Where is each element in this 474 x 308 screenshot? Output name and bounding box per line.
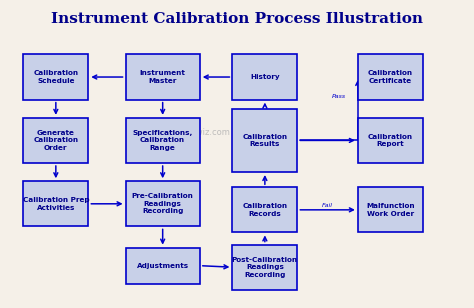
Text: Calibration
Results: Calibration Results <box>242 134 287 147</box>
Text: Specifications,
Calibration
Range: Specifications, Calibration Range <box>133 130 193 151</box>
Text: Calibration
Records: Calibration Records <box>242 203 287 217</box>
Text: History: History <box>250 74 280 80</box>
FancyBboxPatch shape <box>126 55 200 100</box>
Text: Generate
Calibration
Order: Generate Calibration Order <box>33 130 78 151</box>
FancyBboxPatch shape <box>126 181 200 226</box>
FancyBboxPatch shape <box>232 245 297 290</box>
FancyBboxPatch shape <box>232 109 297 172</box>
Text: Calibration
Report: Calibration Report <box>368 134 413 147</box>
FancyBboxPatch shape <box>126 248 200 284</box>
FancyBboxPatch shape <box>358 187 423 233</box>
Text: Calibration
Schedule: Calibration Schedule <box>33 70 78 84</box>
FancyBboxPatch shape <box>232 187 297 233</box>
FancyBboxPatch shape <box>358 55 423 100</box>
Text: Malfunction
Work Order: Malfunction Work Order <box>366 203 415 217</box>
FancyBboxPatch shape <box>126 118 200 163</box>
FancyBboxPatch shape <box>358 118 423 163</box>
Text: Instrument Calibration Process Illustration: Instrument Calibration Process Illustrat… <box>51 12 423 26</box>
FancyBboxPatch shape <box>232 55 297 100</box>
FancyBboxPatch shape <box>23 118 88 163</box>
FancyBboxPatch shape <box>23 55 88 100</box>
Text: www.maintwiz.com: www.maintwiz.com <box>150 128 231 137</box>
Text: Fail: Fail <box>322 203 333 208</box>
Text: Pass: Pass <box>332 94 346 99</box>
Text: Calibration Prep
Activities: Calibration Prep Activities <box>23 197 89 211</box>
FancyBboxPatch shape <box>23 181 88 226</box>
Text: Adjustments: Adjustments <box>137 263 189 269</box>
Text: Pre-Calibration
Readings
Recording: Pre-Calibration Readings Recording <box>132 193 193 214</box>
Text: Calibration
Certificate: Calibration Certificate <box>368 70 413 84</box>
Text: Post-Calibration
Readings
Recording: Post-Calibration Readings Recording <box>232 257 298 278</box>
Text: Instrument
Master: Instrument Master <box>140 70 186 84</box>
